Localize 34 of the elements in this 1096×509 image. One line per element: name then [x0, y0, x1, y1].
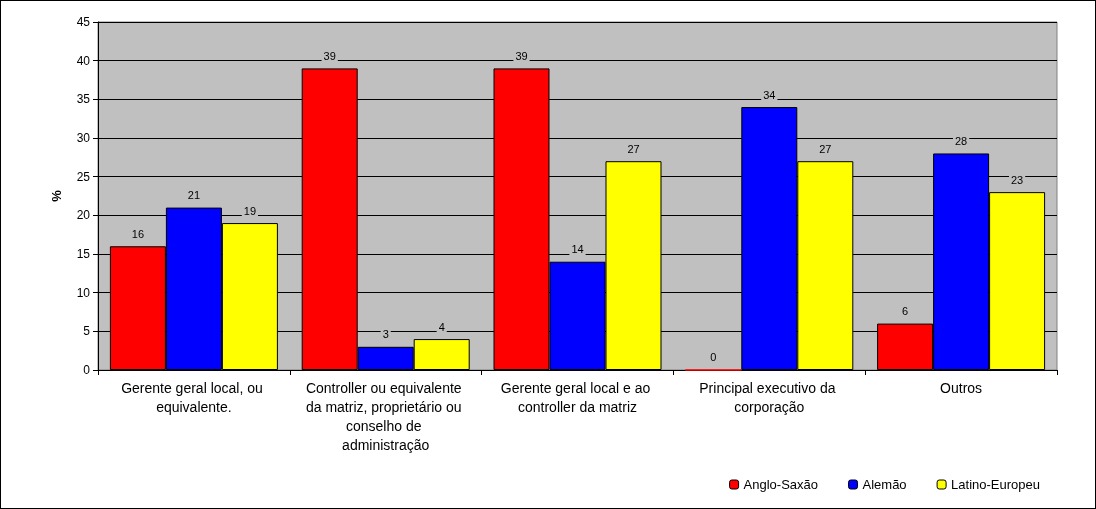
data-label: 6 — [902, 305, 909, 318]
y-tick-label: 45 — [76, 15, 91, 29]
y-tick-label: 15 — [76, 247, 91, 261]
x-tick-label: Gerente geral local, ou equivalente. — [121, 379, 267, 415]
x-tick-label: Controller ou equivalente da matriz, proprietário ou conselho de administração — [305, 379, 466, 453]
y-axis-title: % — [49, 189, 64, 202]
y-tick-label: 30 — [76, 131, 91, 145]
y-tick-label: 40 — [76, 53, 91, 68]
legend-label: Latino-Europeu — [951, 477, 1041, 492]
data-label: 21 — [187, 189, 201, 202]
data-label: 28 — [954, 134, 968, 147]
legend-label: Anglo-Saxão — [743, 477, 819, 492]
data-label: 0 — [710, 351, 717, 363]
data-label: 16 — [131, 227, 145, 240]
y-tick-label: 0 — [83, 363, 91, 377]
data-label: 27 — [819, 142, 832, 155]
data-label: 23 — [1010, 173, 1024, 186]
data-label: 19 — [243, 204, 257, 217]
y-tick-label: 35 — [76, 92, 91, 107]
data-label: 27 — [627, 142, 640, 155]
data-label: 3 — [382, 328, 389, 341]
y-tick-label: 25 — [76, 169, 91, 184]
data-label: 39 — [515, 49, 528, 62]
x-tick-label: Outros — [940, 379, 983, 396]
data-label: 34 — [763, 88, 776, 101]
data-label: 4 — [438, 320, 445, 333]
data-label: 14 — [571, 243, 584, 256]
y-tick-label: 10 — [76, 285, 91, 300]
y-tick-label: 5 — [83, 324, 91, 339]
x-tick-label: Principal executivo da corporação — [699, 379, 840, 415]
x-tick-label: Gerente geral local e ao controller da matriz — [500, 379, 655, 415]
data-label: 39 — [323, 49, 336, 62]
legend-label: Alemão — [862, 477, 907, 492]
y-tick-label: 20 — [76, 208, 91, 223]
